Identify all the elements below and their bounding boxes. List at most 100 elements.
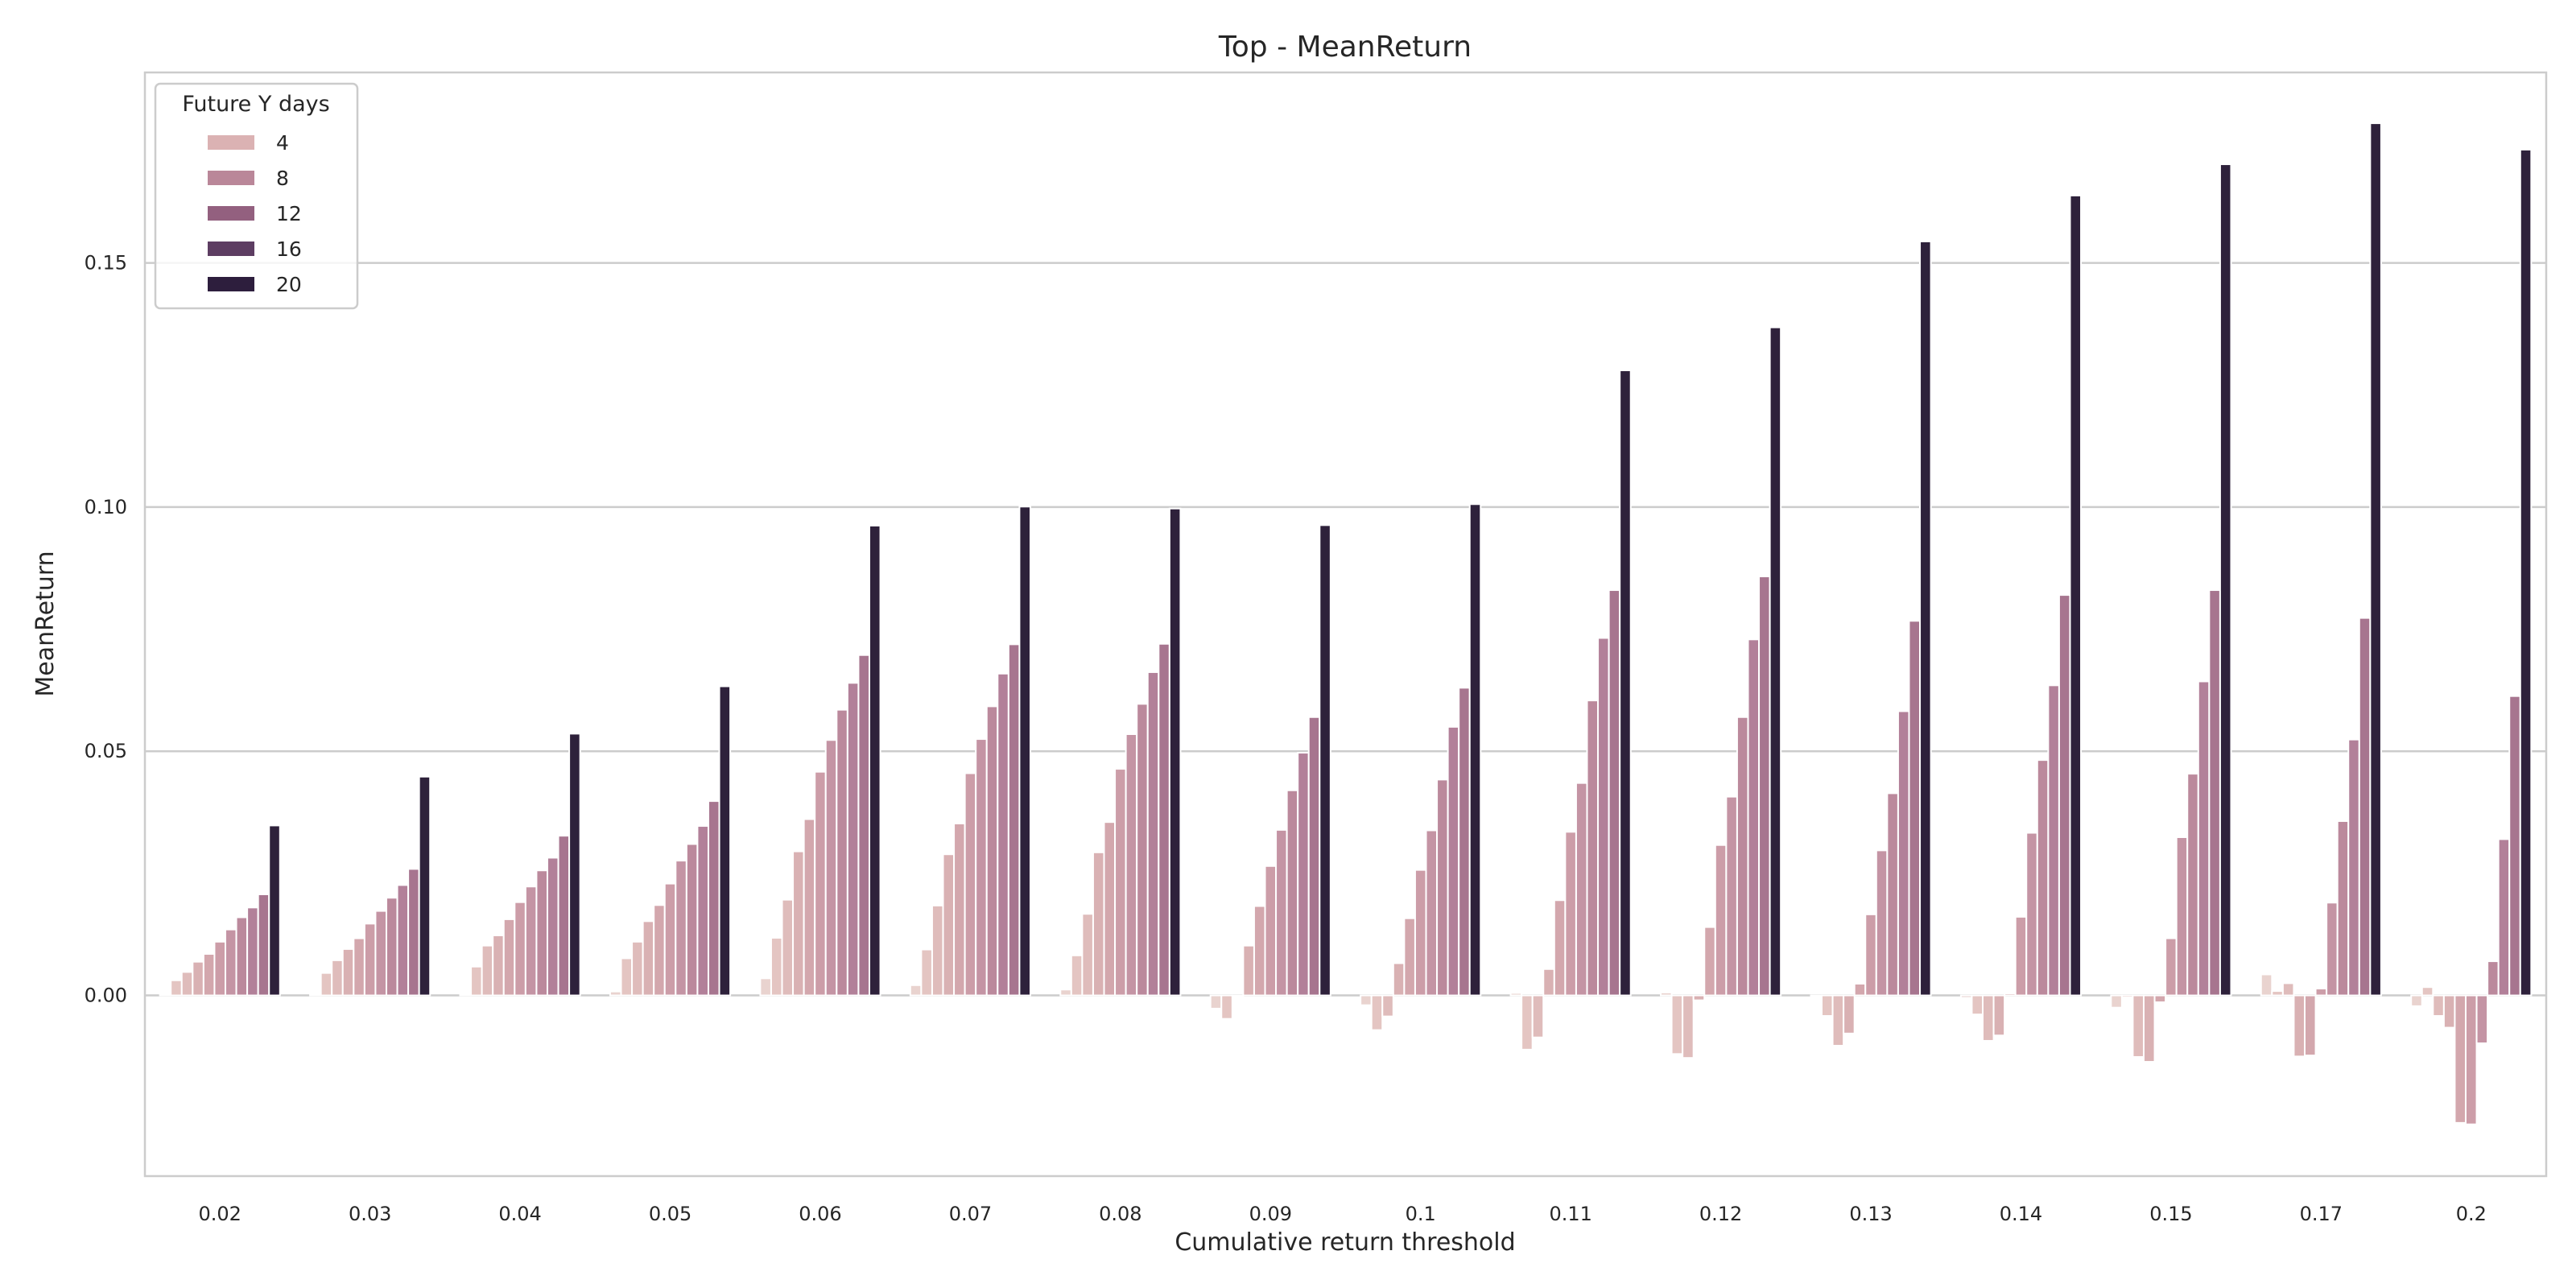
chart-title: Top - MeanReturn xyxy=(1218,31,1472,64)
axes-frame xyxy=(143,71,2548,1178)
bar-0.08-days-6 xyxy=(1114,768,1127,997)
bar-0.1-days-9 xyxy=(1447,725,1460,997)
bar-0.15-days-2 xyxy=(2120,994,2134,998)
legend-label: 12 xyxy=(276,202,302,225)
bar-0.04-days-8 xyxy=(535,869,548,997)
x-tick-label: 0.07 xyxy=(949,1203,992,1225)
bar-0.15-days-7 xyxy=(2175,836,2189,997)
bar-0.14-days-10 xyxy=(2058,594,2071,997)
y-tick-label: 0.00 xyxy=(85,985,127,1007)
bar-0.09-days-6 xyxy=(1264,865,1278,997)
bar-0.11-days-3 xyxy=(1531,994,1545,1038)
bar-0.09-days-8 xyxy=(1286,789,1299,997)
bar-0.06-days-20 xyxy=(868,524,881,997)
bar-0.03-days-7 xyxy=(374,910,387,997)
x-tick-label: 0.03 xyxy=(349,1203,391,1225)
bar-0.12-days-3 xyxy=(1682,994,1695,1059)
bar-0.03-days-5 xyxy=(353,937,365,997)
bar-0.13-days-5 xyxy=(1853,982,1867,997)
bar-0.2-days-7 xyxy=(2475,994,2489,1044)
bar-0.13-days-7 xyxy=(1875,849,1889,997)
bar-0.06-days-3 xyxy=(781,898,795,997)
bar-0.03-days-1 xyxy=(309,993,322,997)
bar-0.09-days-2 xyxy=(1220,994,1233,1020)
bar-0.09-days-9 xyxy=(1297,752,1310,997)
bar-0.09-days-20 xyxy=(1319,524,1331,997)
bar-0.07-days-2 xyxy=(920,948,933,997)
legend-swatch-20 xyxy=(208,277,254,291)
bar-0.06-days-9 xyxy=(846,682,860,997)
y-tick-label: 0.05 xyxy=(85,740,127,762)
bar-0.08-days-1 xyxy=(1059,989,1072,997)
bar-0.17-days-10 xyxy=(2358,617,2372,997)
bar-0.15-days-6 xyxy=(2165,937,2178,997)
bar-0.12-days-5 xyxy=(1703,926,1716,997)
bar-0.02-days-1 xyxy=(159,993,172,997)
bar-0.15-days-10 xyxy=(2208,589,2221,997)
x-tick-label: 0.13 xyxy=(1849,1203,1892,1225)
y-tick-label: 0.15 xyxy=(85,252,127,275)
bar-0.11-days-9 xyxy=(1597,637,1610,997)
bar-0.11-days-10 xyxy=(1608,589,1621,997)
bar-0.14-days-7 xyxy=(2025,832,2038,997)
bar-0.04-days-2 xyxy=(470,965,483,997)
bar-0.02-days-2 xyxy=(170,979,183,997)
bar-0.06-days-6 xyxy=(814,770,827,997)
bar-0.1-days-10 xyxy=(1458,687,1471,997)
bar-0.04-days-20 xyxy=(568,733,581,997)
bar-0.05-days-3 xyxy=(631,940,644,997)
bar-0.07-days-4 xyxy=(942,853,956,997)
bar-0.08-days-4 xyxy=(1092,851,1105,997)
x-tick-label: 0.06 xyxy=(799,1203,841,1225)
bar-0.05-days-9 xyxy=(696,825,709,997)
x-tick-label: 0.14 xyxy=(2000,1203,2042,1225)
y-tick-labels: 0.00 0.05 0.10 0.15 xyxy=(85,252,127,1007)
bar-0.09-days-3 xyxy=(1231,994,1245,997)
bar-0.05-days-1 xyxy=(609,990,622,997)
bar-0.05-days-2 xyxy=(620,957,634,997)
bars xyxy=(159,122,2533,1125)
bar-0.08-days-20 xyxy=(1168,507,1182,997)
bar-0.12-days-10 xyxy=(1758,576,1771,997)
bar-0.08-days-2 xyxy=(1070,954,1084,997)
x-tick-label: 0.02 xyxy=(199,1203,242,1225)
bar-0.2-days-2 xyxy=(2421,986,2434,997)
bar-0.13-days-20 xyxy=(1919,240,1932,997)
bar-0.1-days-3 xyxy=(1381,994,1394,1018)
bar-0.12-days-9 xyxy=(1747,638,1761,997)
bar-0.02-days-9 xyxy=(246,906,259,997)
legend-swatch-4 xyxy=(208,135,254,150)
bar-0.07-days-5 xyxy=(953,823,966,997)
bar-0.03-days-8 xyxy=(385,897,398,997)
bar-0.13-days-8 xyxy=(1886,792,1899,997)
bar-0.17-days-4 xyxy=(2293,994,2306,1058)
bar-0.17-days-6 xyxy=(2314,988,2328,997)
bar-0.12-days-2 xyxy=(1670,994,1684,1055)
bar-0.04-days-9 xyxy=(546,857,559,997)
bar-0.05-days-20 xyxy=(718,685,732,997)
bar-0.05-days-6 xyxy=(663,882,677,997)
bar-0.07-days-3 xyxy=(931,904,944,997)
bar-0.1-days-6 xyxy=(1414,869,1427,997)
bar-0.2-days-6 xyxy=(2465,994,2478,1125)
bar-0.07-days-7 xyxy=(975,738,988,997)
x-tick-label: 0.2 xyxy=(2456,1203,2487,1225)
bar-0.07-days-20 xyxy=(1018,506,1031,997)
x-tick-label: 0.08 xyxy=(1099,1203,1141,1225)
bar-0.07-days-1 xyxy=(909,984,923,997)
bar-0.14-days-1 xyxy=(1959,994,1973,999)
x-tick-label: 0.1 xyxy=(1406,1203,1436,1225)
legend-swatch-12 xyxy=(208,206,254,221)
bar-0.02-days-6 xyxy=(213,940,226,997)
bar-0.08-days-7 xyxy=(1125,733,1138,997)
bar-0.02-days-5 xyxy=(202,952,216,997)
bar-0.11-days-4 xyxy=(1542,968,1555,997)
bar-0.02-days-7 xyxy=(224,928,237,997)
bar-0.13-days-9 xyxy=(1897,710,1910,997)
bar-0.14-days-4 xyxy=(1992,994,2006,1037)
bar-0.2-days-3 xyxy=(2432,994,2445,1018)
bar-0.13-days-1 xyxy=(1810,994,1823,997)
bar-0.09-days-10 xyxy=(1307,716,1321,997)
bar-0.17-days-9 xyxy=(2347,738,2360,997)
bar-0.03-days-2 xyxy=(320,972,333,997)
